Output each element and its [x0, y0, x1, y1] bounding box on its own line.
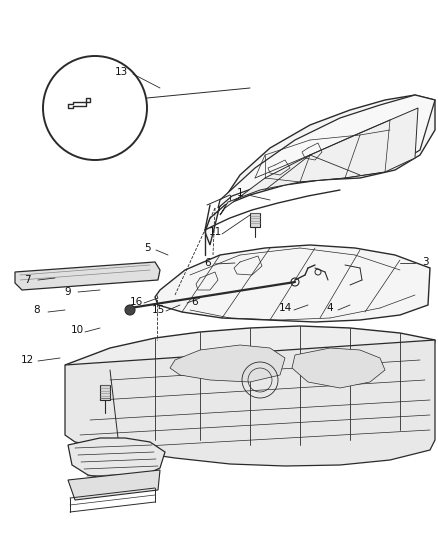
- Text: 15: 15: [151, 305, 164, 315]
- Text: 3: 3: [421, 257, 427, 267]
- Text: 13: 13: [114, 67, 127, 77]
- Text: 11: 11: [208, 227, 221, 237]
- Text: 12: 12: [20, 355, 34, 365]
- Polygon shape: [15, 262, 159, 290]
- Text: 4: 4: [326, 303, 332, 313]
- Polygon shape: [65, 340, 434, 466]
- Text: 1: 1: [236, 188, 243, 198]
- Circle shape: [125, 305, 135, 315]
- Polygon shape: [170, 345, 284, 382]
- Polygon shape: [68, 470, 159, 500]
- Text: 16: 16: [129, 297, 142, 307]
- Text: 6: 6: [191, 297, 198, 307]
- Text: 7: 7: [24, 275, 30, 285]
- Text: 8: 8: [34, 305, 40, 315]
- Text: 10: 10: [70, 325, 83, 335]
- FancyBboxPatch shape: [249, 213, 259, 227]
- Polygon shape: [65, 326, 434, 387]
- Polygon shape: [218, 95, 434, 208]
- Polygon shape: [68, 438, 165, 480]
- FancyBboxPatch shape: [100, 385, 110, 400]
- Polygon shape: [219, 108, 417, 215]
- Text: 6: 6: [204, 258, 211, 268]
- Polygon shape: [205, 95, 434, 245]
- Text: 14: 14: [278, 303, 291, 313]
- Polygon shape: [291, 348, 384, 388]
- Polygon shape: [155, 245, 429, 322]
- Text: 5: 5: [145, 243, 151, 253]
- Text: 9: 9: [64, 287, 71, 297]
